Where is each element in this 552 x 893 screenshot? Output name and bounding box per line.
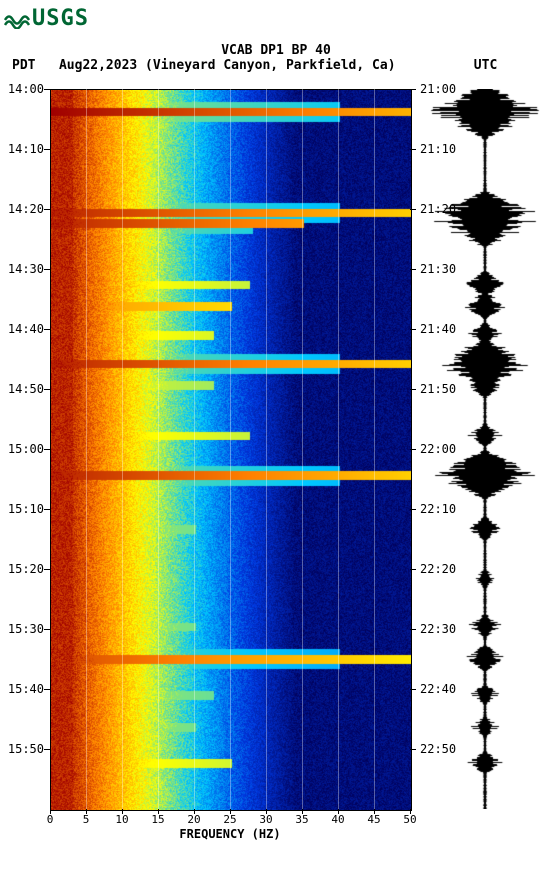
chart-title: VCAB DP1 BP 40 (0, 43, 552, 58)
logo-wave-icon (4, 11, 30, 33)
y-tick-left: 15:20 (0, 562, 44, 576)
y-tick-left: 14:40 (0, 322, 44, 336)
y-tick-left: 14:10 (0, 142, 44, 156)
y-tick-left: 15:30 (0, 622, 44, 636)
x-tick: 40 (331, 813, 344, 826)
y-tick-left: 15:10 (0, 502, 44, 516)
y-tickmark (44, 629, 50, 630)
y-tickmark (44, 269, 50, 270)
y-tickmark (44, 569, 50, 570)
logo-text: USGS (32, 6, 89, 31)
gridline (158, 89, 159, 809)
y-tickmark (410, 149, 416, 150)
y-tick-right: 21:20 (420, 202, 456, 216)
y-tickmark (410, 389, 416, 390)
y-tick-right: 22:50 (420, 742, 456, 756)
y-tickmark (410, 449, 416, 450)
y-tick-left: 15:50 (0, 742, 44, 756)
x-tick: 45 (367, 813, 380, 826)
x-tick: 20 (187, 813, 200, 826)
x-tickmark (302, 809, 303, 814)
y-tickmark (44, 89, 50, 90)
y-tickmark (410, 269, 416, 270)
x-axis-label: FREQUENCY (HZ) (50, 827, 410, 841)
y-tick-right: 21:40 (420, 322, 456, 336)
y-tick-right: 22:40 (420, 682, 456, 696)
x-tick: 0 (47, 813, 54, 826)
x-tickmark (86, 809, 87, 814)
x-tickmark (230, 809, 231, 814)
usgs-logo: USGS (0, 0, 552, 33)
y-tickmark (44, 389, 50, 390)
x-tick: 5 (83, 813, 90, 826)
x-tickmark (410, 809, 411, 814)
y-tick-right: 22:30 (420, 622, 456, 636)
date-station-label: Aug22,2023 (Vineyard Canyon, Parkfield, … (59, 58, 396, 73)
y-tick-left: 15:00 (0, 442, 44, 456)
y-tick-right: 21:00 (420, 82, 456, 96)
y-tickmark (410, 509, 416, 510)
x-tick: 50 (403, 813, 416, 826)
x-tick: 30 (259, 813, 272, 826)
x-tickmark (266, 809, 267, 814)
plot-area: 14:0014:1014:2014:3014:4014:5015:0015:10… (0, 89, 552, 849)
y-tickmark (44, 689, 50, 690)
x-tickmark (122, 809, 123, 814)
y-tick-left: 14:00 (0, 82, 44, 96)
y-tickmark (410, 749, 416, 750)
x-tick: 10 (115, 813, 128, 826)
gridline (194, 89, 195, 809)
y-tick-right: 22:20 (420, 562, 456, 576)
y-tickmark (410, 209, 416, 210)
y-tickmark (44, 209, 50, 210)
y-tickmark (44, 329, 50, 330)
gridline (230, 89, 231, 809)
y-tickmark (410, 89, 416, 90)
y-tick-right: 22:00 (420, 442, 456, 456)
gridline (302, 89, 303, 809)
gridline (122, 89, 123, 809)
x-tickmark (338, 809, 339, 814)
y-tick-left: 14:50 (0, 382, 44, 396)
x-tickmark (194, 809, 195, 814)
gridline (266, 89, 267, 809)
y-tick-left: 15:40 (0, 682, 44, 696)
x-tick: 25 (223, 813, 236, 826)
y-tick-left: 14:30 (0, 262, 44, 276)
tz-right-label: UTC (474, 58, 497, 73)
gridline (86, 89, 87, 809)
spectrogram-canvas (50, 89, 412, 811)
chart-subtitle: PDT Aug22,2023 (Vineyard Canyon, Parkfie… (0, 58, 552, 73)
gridline (374, 89, 375, 809)
y-tickmark (410, 569, 416, 570)
x-tickmark (158, 809, 159, 814)
y-tick-right: 21:50 (420, 382, 456, 396)
y-tickmark (44, 509, 50, 510)
x-tickmark (374, 809, 375, 814)
y-tickmark (410, 689, 416, 690)
y-tickmark (44, 149, 50, 150)
x-tick: 35 (295, 813, 308, 826)
gridline (338, 89, 339, 809)
y-tickmark (44, 449, 50, 450)
y-tickmark (410, 329, 416, 330)
y-tickmark (44, 749, 50, 750)
y-tick-right: 22:10 (420, 502, 456, 516)
y-tick-right: 21:30 (420, 262, 456, 276)
y-tickmark (410, 629, 416, 630)
x-tick: 15 (151, 813, 164, 826)
y-tick-right: 21:10 (420, 142, 456, 156)
x-tickmark (50, 809, 51, 814)
tz-left-label: PDT (12, 58, 35, 73)
y-tick-left: 14:20 (0, 202, 44, 216)
